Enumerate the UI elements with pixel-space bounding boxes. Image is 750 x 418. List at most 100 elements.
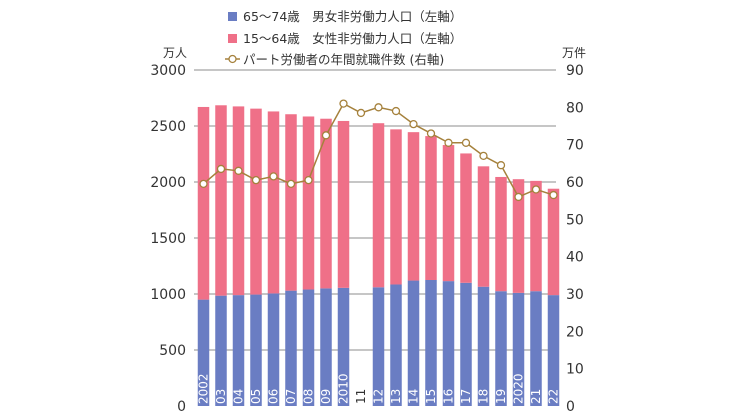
y-right-tick-0: 0 <box>566 399 575 415</box>
point-part-time-15 <box>426 129 436 138</box>
bar-65-74-18 <box>477 286 490 406</box>
y-left-tick-2500: 2500 <box>150 119 186 135</box>
bar-15-64-16 <box>442 145 455 282</box>
bars <box>197 105 560 406</box>
bar-15-64-19 <box>495 176 507 292</box>
bar-65-74-07 <box>285 290 297 406</box>
bar-15-64-2020 <box>512 179 525 293</box>
bar-15-64-14 <box>407 132 420 281</box>
bar-65-74-21 <box>530 291 542 406</box>
bar-15-64-18 <box>477 166 490 287</box>
x-label-04: 04 <box>232 389 246 404</box>
bar-15-64-03 <box>215 105 227 296</box>
x-label-21: 21 <box>529 389 543 404</box>
y-right-tick-30: 30 <box>566 287 584 303</box>
y-right-tick-40: 40 <box>566 250 584 266</box>
x-label-06: 06 <box>267 389 281 404</box>
y-left-tick-500: 500 <box>159 343 186 359</box>
x-label-13: 13 <box>389 389 403 404</box>
x-label-03: 03 <box>214 389 228 404</box>
legend: 65～74歳 男女非労働力人口（左軸） 15～64歳 女性非労働力人口（左軸） … <box>225 9 462 67</box>
point-part-time-12 <box>374 103 383 112</box>
x-label-18: 18 <box>477 389 491 404</box>
x-label-16: 16 <box>442 389 456 404</box>
bar-65-74-06 <box>267 293 280 406</box>
bar-65-74-19 <box>495 291 507 406</box>
x-label-2002: 2002 <box>197 373 211 404</box>
legend-line-point <box>228 54 237 64</box>
bar-65-74-04 <box>232 295 245 406</box>
bar-65-74-2002 <box>197 299 210 406</box>
y-left-tick-3000: 3000 <box>150 63 186 79</box>
x-label-17: 17 <box>459 389 473 404</box>
y-right-tick-60: 60 <box>566 175 584 191</box>
bar-15-64-06 <box>267 111 280 294</box>
x-label-14: 14 <box>407 389 421 404</box>
bar-15-64-22 <box>547 188 560 296</box>
bar-65-74-15 <box>425 280 437 406</box>
bar-65-74-2020 <box>512 292 525 406</box>
legend-swatch-15-64 <box>228 34 237 43</box>
x-label-09: 09 <box>319 389 333 404</box>
bar-15-64-04 <box>232 106 245 296</box>
point-part-time-08 <box>304 175 313 185</box>
point-part-time-19 <box>496 161 506 170</box>
point-part-time-2010 <box>339 99 348 108</box>
line-points <box>199 99 558 202</box>
bar-65-74-13 <box>390 284 402 406</box>
bar-15-64-21 <box>530 180 542 292</box>
y-right-tick-90: 90 <box>566 63 584 79</box>
x-label-11: 11 <box>354 389 368 404</box>
bar-65-74-2010 <box>337 287 350 406</box>
point-part-time-06 <box>269 172 278 181</box>
point-part-time-2002 <box>199 179 208 189</box>
y-axis-right: 0 10 20 30 40 50 60 70 80 90 <box>566 63 584 415</box>
y-left-tick-1000: 1000 <box>150 287 186 303</box>
point-part-time-11 <box>356 108 366 118</box>
point-part-time-2020 <box>514 192 523 202</box>
bar-65-74-09 <box>320 288 332 406</box>
point-part-time-03 <box>216 164 226 174</box>
bar-15-64-15 <box>425 136 437 280</box>
x-label-2010: 2010 <box>337 373 351 404</box>
bar-15-64-12 <box>372 123 385 288</box>
point-part-time-13 <box>391 106 401 116</box>
bar-15-64-07 <box>285 114 297 291</box>
x-label-15: 15 <box>424 389 438 404</box>
legend-label-part-time: パート労働者の年間就職件数 (右軸) <box>243 52 444 67</box>
bar-65-74-22 <box>547 295 560 406</box>
bar-15-64-05 <box>250 108 262 295</box>
y-axis-left: 0 500 1000 1500 2000 2500 3000 <box>150 63 186 415</box>
x-label-2020: 2020 <box>512 373 526 404</box>
y-left-tick-1500: 1500 <box>150 231 186 247</box>
x-label-07: 07 <box>284 389 298 404</box>
legend-label-65-74: 65～74歳 男女非労働力人口（左軸） <box>243 9 462 24</box>
y-right-tick-50: 50 <box>566 212 584 228</box>
point-part-time-22 <box>549 190 558 200</box>
y-right-tick-80: 80 <box>566 100 584 116</box>
legend-label-15-64: 15～64歳 女性非労働力人口（左軸） <box>243 31 462 46</box>
point-part-time-05 <box>251 175 261 185</box>
legend-swatch-65-74 <box>228 12 237 21</box>
x-label-19: 19 <box>494 389 508 404</box>
y-right-tick-70: 70 <box>566 138 584 154</box>
bar-15-64-17 <box>460 153 472 283</box>
y-right-tick-10: 10 <box>566 362 584 378</box>
point-part-time-16 <box>444 138 453 147</box>
y-left-tick-2000: 2000 <box>150 175 186 191</box>
bar-65-74-16 <box>442 281 455 406</box>
bar-65-74-03 <box>215 295 227 406</box>
bar-15-64-13 <box>390 129 402 285</box>
bar-15-64-09 <box>320 118 332 289</box>
bar-15-64-08 <box>302 116 315 290</box>
point-part-time-21 <box>531 185 541 194</box>
bar-65-74-05 <box>250 294 262 406</box>
bar-65-74-17 <box>460 282 472 406</box>
y-right-tick-20: 20 <box>566 324 584 340</box>
x-label-08: 08 <box>302 389 316 404</box>
point-part-time-04 <box>234 166 243 175</box>
point-part-time-07 <box>286 179 296 189</box>
y-left-unit: 万人 <box>163 46 187 60</box>
bar-65-74-14 <box>407 280 420 406</box>
